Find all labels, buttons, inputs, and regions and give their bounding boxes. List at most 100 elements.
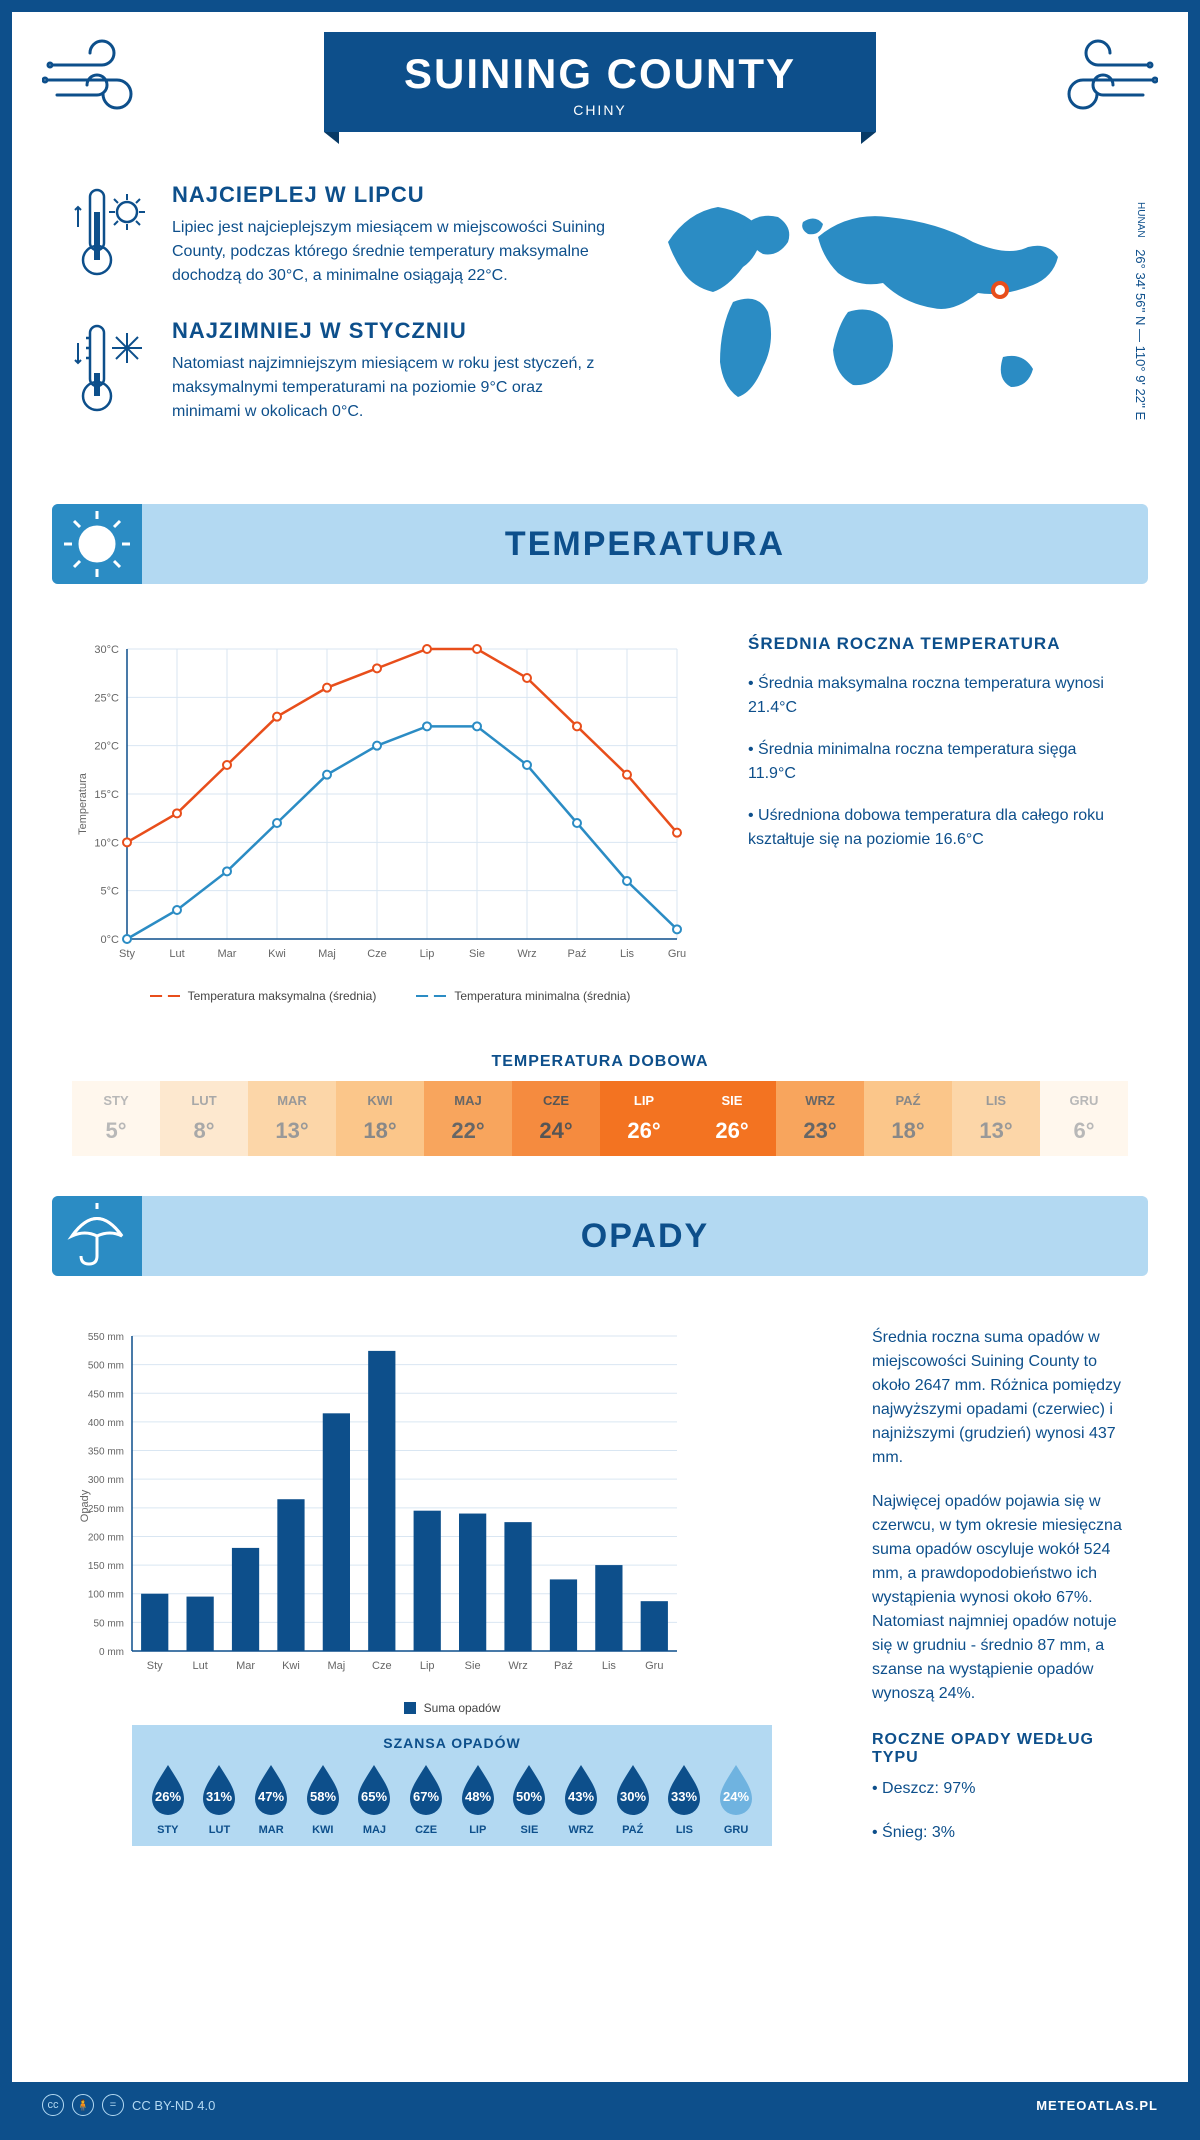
precip-type-bullet: • Deszcz: 97% — [872, 1777, 1128, 1801]
wind-icon-left — [42, 35, 162, 130]
intro-section: NAJCIEPLEJ W LIPCU Lipiec jest najcieple… — [12, 142, 1188, 484]
brand: METEOATLAS.PL — [1036, 2098, 1158, 2113]
heat-cell: LIS13° — [952, 1081, 1040, 1156]
svg-text:67%: 67% — [413, 1789, 439, 1804]
coords-value: 26° 34' 56'' N — 110° 9' 22'' E — [1133, 249, 1148, 420]
chance-drop: 50%SIE — [507, 1761, 551, 1836]
chance-drop: 43%WRZ — [559, 1761, 603, 1836]
svg-text:550 mm: 550 mm — [88, 1332, 124, 1343]
nd-icon: = — [102, 2094, 124, 2116]
heat-cell: GRU6° — [1040, 1081, 1128, 1156]
svg-text:50%: 50% — [516, 1789, 542, 1804]
cc-icon: cc — [42, 2094, 64, 2116]
svg-text:100 mm: 100 mm — [88, 1590, 124, 1601]
chance-drop: 67%CZE — [404, 1761, 448, 1836]
world-map-icon — [648, 182, 1128, 447]
svg-text:Paź: Paź — [568, 948, 587, 960]
svg-text:200 mm: 200 mm — [88, 1532, 124, 1543]
svg-text:33%: 33% — [671, 1789, 697, 1804]
svg-text:Gru: Gru — [645, 1660, 663, 1672]
header: SUINING COUNTY CHINY — [12, 12, 1188, 142]
heat-cell: KWI18° — [336, 1081, 424, 1156]
legend-max: Temperatura maksymalna (średnia) — [188, 989, 377, 1003]
svg-text:0°C: 0°C — [101, 934, 120, 946]
svg-text:Mar: Mar — [218, 948, 237, 960]
cold-heading: NAJZIMNIEJ W STYCZNIU — [172, 318, 608, 344]
precipitation-chart: 0 mm50 mm100 mm150 mm200 mm250 mm300 mm3… — [72, 1326, 832, 1876]
svg-text:Maj: Maj — [328, 1660, 346, 1672]
sun-icon — [52, 504, 142, 584]
temperature-banner: TEMPERATURA — [52, 504, 1148, 584]
svg-text:450 mm: 450 mm — [88, 1389, 124, 1400]
chance-drop: 65%MAJ — [352, 1761, 396, 1836]
page-title: SUINING COUNTY — [404, 50, 796, 98]
precip-p2: Najwięcej opadów pojawia się w czerwcu, … — [872, 1490, 1128, 1706]
svg-text:31%: 31% — [206, 1789, 232, 1804]
precipitation-section-title: OPADY — [142, 1217, 1148, 1256]
temperature-section-title: TEMPERATURA — [142, 525, 1148, 564]
precip-legend: Suma opadów — [72, 1701, 832, 1715]
coordinates: HUNAN 26° 34' 56'' N — 110° 9' 22'' E — [1133, 202, 1148, 420]
svg-text:Lip: Lip — [420, 948, 435, 960]
svg-text:Kwi: Kwi — [282, 1660, 300, 1672]
precipitation-info: Średnia roczna suma opadów w miejscowośc… — [872, 1326, 1128, 1876]
svg-text:Sty: Sty — [147, 1660, 163, 1672]
heat-cell: LIP26° — [600, 1081, 688, 1156]
license-text: CC BY-ND 4.0 — [132, 2098, 215, 2113]
svg-text:Kwi: Kwi — [268, 948, 286, 960]
hot-heading: NAJCIEPLEJ W LIPCU — [172, 182, 608, 208]
hot-text: Lipiec jest najcieplejszym miesiącem w m… — [172, 216, 608, 288]
svg-text:Wrz: Wrz — [517, 948, 536, 960]
chance-drop: 48%LIP — [456, 1761, 500, 1836]
heat-cell: SIE26° — [688, 1081, 776, 1156]
svg-text:30%: 30% — [620, 1789, 646, 1804]
svg-text:400 mm: 400 mm — [88, 1418, 124, 1429]
svg-text:65%: 65% — [361, 1789, 387, 1804]
chance-panel: SZANSA OPADÓW 26%STY31%LUT47%MAR58%KWI65… — [132, 1725, 772, 1846]
thermometer-hot-icon — [72, 182, 152, 288]
intro-text-column: NAJCIEPLEJ W LIPCU Lipiec jest najcieple… — [72, 182, 608, 454]
svg-text:350 mm: 350 mm — [88, 1447, 124, 1458]
temperature-info: ŚREDNIA ROCZNA TEMPERATURA • Średnia mak… — [748, 634, 1128, 1003]
svg-text:Opady: Opady — [79, 1489, 91, 1522]
chance-drop: 47%MAR — [249, 1761, 293, 1836]
temp-info-heading: ŚREDNIA ROCZNA TEMPERATURA — [748, 634, 1128, 654]
precip-legend-label: Suma opadów — [424, 1701, 501, 1715]
temperature-chart: 0°C5°C10°C15°C20°C25°C30°CStyLutMarKwiMa… — [72, 634, 708, 1003]
chance-drop: 33%LIS — [662, 1761, 706, 1836]
heat-cell: PAŹ18° — [864, 1081, 952, 1156]
heat-cell: CZE24° — [512, 1081, 600, 1156]
svg-text:43%: 43% — [568, 1789, 594, 1804]
page: SUINING COUNTY CHINY — [0, 0, 1200, 2140]
umbrella-icon — [52, 1196, 142, 1276]
temp-bullet: • Średnia maksymalna roczna temperatura … — [748, 672, 1128, 720]
svg-text:Cze: Cze — [367, 948, 387, 960]
svg-text:30°C: 30°C — [94, 644, 119, 656]
svg-text:Lis: Lis — [602, 1660, 617, 1672]
hot-block: NAJCIEPLEJ W LIPCU Lipiec jest najcieple… — [72, 182, 608, 288]
temp-bullet: • Średnia minimalna roczna temperatura s… — [748, 738, 1128, 786]
precip-p1: Średnia roczna suma opadów w miejscowośc… — [872, 1326, 1128, 1470]
svg-text:24%: 24% — [723, 1789, 749, 1804]
svg-text:Lip: Lip — [420, 1660, 435, 1672]
svg-text:10°C: 10°C — [94, 837, 119, 849]
svg-text:15°C: 15°C — [94, 789, 119, 801]
cold-block: NAJZIMNIEJ W STYCZNIU Natomiast najzimni… — [72, 318, 608, 424]
svg-text:Lis: Lis — [620, 948, 635, 960]
temperature-section: 0°C5°C10°C15°C20°C25°C30°CStyLutMarKwiMa… — [12, 604, 1188, 1033]
map-column: HUNAN 26° 34' 56'' N — 110° 9' 22'' E — [648, 182, 1128, 454]
svg-text:Gru: Gru — [668, 948, 686, 960]
by-icon: 🧍 — [72, 2094, 94, 2116]
svg-text:50 mm: 50 mm — [93, 1618, 124, 1629]
svg-text:5°C: 5°C — [101, 886, 120, 898]
svg-text:Mar: Mar — [236, 1660, 255, 1672]
thermometer-cold-icon — [72, 318, 152, 424]
heat-cell: MAJ22° — [424, 1081, 512, 1156]
svg-text:25°C: 25°C — [94, 692, 119, 704]
legend-min: Temperatura minimalna (średnia) — [454, 989, 630, 1003]
svg-text:Wrz: Wrz — [508, 1660, 527, 1672]
chance-drop: 31%LUT — [197, 1761, 241, 1836]
heat-cell: STY5° — [72, 1081, 160, 1156]
daily-temp-strip: STY5°LUT8°MAR13°KWI18°MAJ22°CZE24°LIP26°… — [72, 1081, 1128, 1156]
svg-text:26%: 26% — [155, 1789, 181, 1804]
